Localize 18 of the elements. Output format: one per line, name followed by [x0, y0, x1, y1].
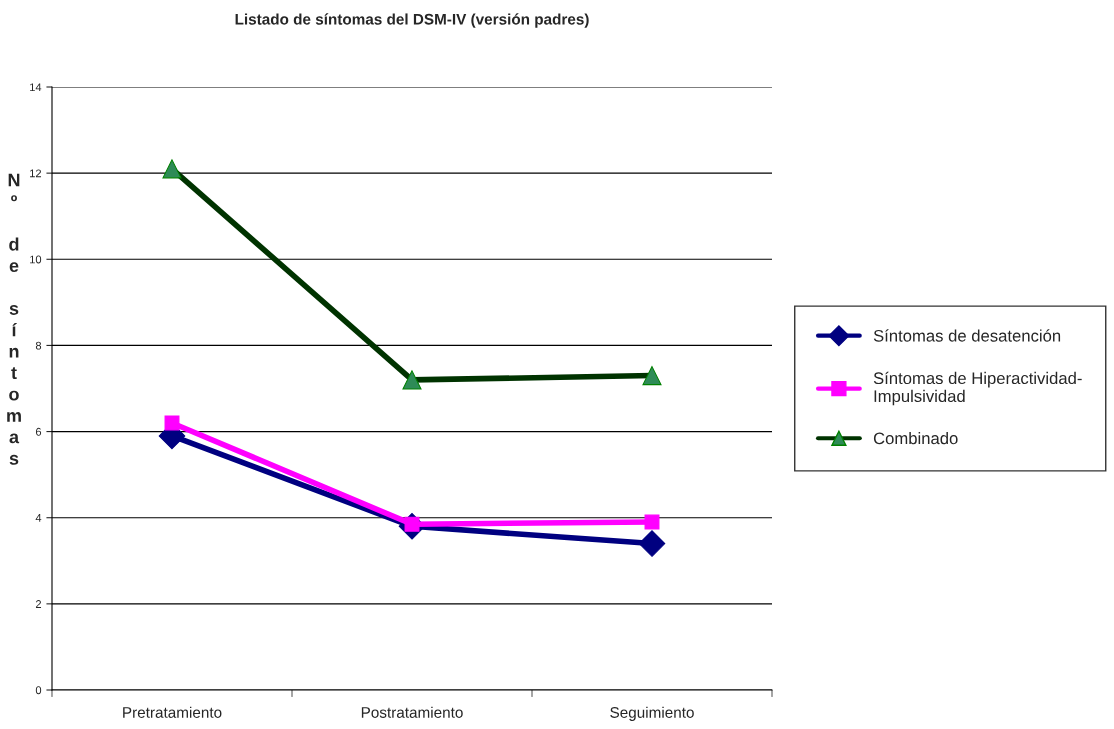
text: Nº de síntomas — [7, 173, 21, 465]
y-tick-label: 10 — [30, 255, 42, 264]
point — [638, 530, 666, 557]
x-tick-label: Pretratamiento — [123, 706, 222, 718]
legend-label: Síntomas de desatención — [873, 329, 1061, 342]
y-tick-label: 4 — [35, 514, 42, 522]
legend-label: Combinado — [873, 432, 958, 445]
x-tick-label: Seguimiento — [610, 706, 694, 721]
chart-title: Listado de síntomas del DSM-IV (versión padres) — [235, 13, 589, 28]
x-tick-label: Postratamiento — [361, 706, 463, 718]
y-tick-label: 12 — [30, 169, 42, 178]
y-tick-label: 2 — [35, 600, 42, 608]
y-tick-label: 14 — [30, 83, 42, 92]
y-tick-label: 0 — [35, 686, 42, 695]
y-tick-label: 8 — [35, 341, 42, 350]
legend-label: Síntomas de Hiperactividad-Impulsividad — [873, 371, 1082, 406]
point — [164, 415, 180, 431]
y-tick-label: 6 — [35, 427, 42, 436]
